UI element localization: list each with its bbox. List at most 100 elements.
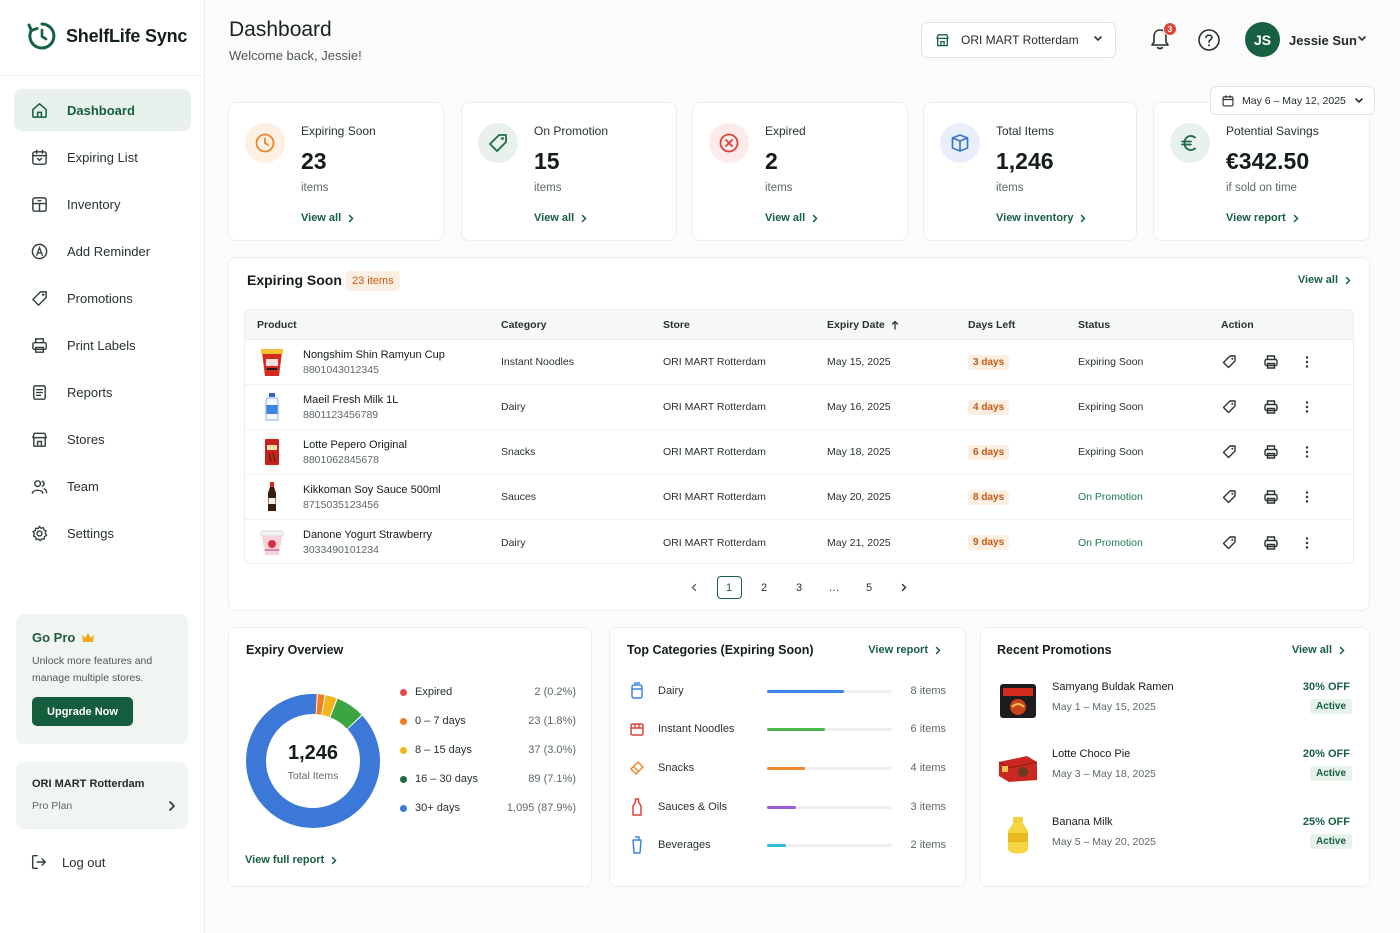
- printer-icon[interactable]: [1263, 444, 1279, 460]
- sidebar-item-team[interactable]: Team: [14, 465, 191, 507]
- page-button[interactable]: 5: [865, 581, 873, 594]
- table-row[interactable]: Kikkoman Soy Sauce 500ml 8715035123456 S…: [245, 475, 1353, 520]
- view-all-link[interactable]: View all: [301, 212, 354, 224]
- chevron-down-icon[interactable]: [1357, 35, 1367, 43]
- promotion-discount: 25% OFF: [1302, 816, 1350, 828]
- sidebar-item-promotions[interactable]: Promotions: [14, 277, 191, 319]
- tag-icon[interactable]: [1221, 535, 1237, 551]
- sidebar-item-dashboard[interactable]: Dashboard: [14, 89, 191, 131]
- view-all-link[interactable]: View all: [1292, 644, 1345, 656]
- more-vertical-icon[interactable]: [1305, 490, 1309, 504]
- user-name[interactable]: Jessie Sun: [1289, 33, 1357, 48]
- sidebar-item-inventory[interactable]: Inventory: [14, 183, 191, 225]
- category-row[interactable]: Instant Noodles 6 items: [626, 718, 946, 740]
- page-button[interactable]: 1: [716, 576, 742, 599]
- more-vertical-icon[interactable]: [1305, 355, 1309, 369]
- sidebar-item-label: Expiring List: [67, 149, 138, 165]
- stat-icon-wrap: [1170, 123, 1210, 163]
- view-all-link[interactable]: View all: [765, 212, 818, 224]
- column-header[interactable]: Product: [257, 318, 297, 331]
- column-header-expiry-date[interactable]: Expiry Date: [827, 319, 968, 331]
- status-badge: Active: [1309, 766, 1352, 781]
- view-all-link[interactable]: View all: [1298, 274, 1351, 286]
- product-name: Lotte Pepero Original: [303, 438, 407, 451]
- logout-button[interactable]: Log out: [30, 853, 105, 871]
- product-name: Maeil Fresh Milk 1L: [303, 393, 399, 406]
- promotion-name: Lotte Choco Pie: [1052, 748, 1131, 760]
- avatar[interactable]: JS: [1245, 22, 1280, 57]
- column-header[interactable]: Status: [1078, 318, 1111, 331]
- sidebar-item-label: Print Labels: [67, 337, 136, 353]
- stat-card-on-promotion: On Promotion 15 items View all: [461, 102, 677, 241]
- tag-icon[interactable]: [1221, 444, 1237, 460]
- legend-value: 2 (0.2%): [534, 686, 576, 698]
- sidebar-item-settings[interactable]: Settings: [14, 512, 191, 554]
- prev-page-button[interactable]: [682, 576, 707, 599]
- tag-icon[interactable]: [1221, 354, 1237, 370]
- table-row[interactable]: Maeil Fresh Milk 1L 8801123456789 Dairy …: [245, 385, 1353, 430]
- tag-icon[interactable]: [1221, 489, 1237, 505]
- view-report-link[interactable]: View report: [868, 644, 941, 656]
- action-cell: [1221, 354, 1351, 370]
- view-report-link[interactable]: View report: [1226, 212, 1299, 224]
- page-button[interactable]: 3: [795, 581, 803, 594]
- stat-value: 2: [765, 148, 778, 174]
- more-vertical-icon[interactable]: [1305, 536, 1309, 550]
- sidebar-item-label: Reports: [67, 384, 113, 400]
- go-pro-description: Unlock more features and manage multiple…: [32, 655, 153, 684]
- upgrade-now-button[interactable]: Upgrade Now: [32, 697, 133, 726]
- go-pro-title-text: Go Pro: [32, 630, 76, 645]
- category-row[interactable]: Beverages 2 items: [626, 834, 946, 856]
- sidebar-item-stores[interactable]: Stores: [14, 418, 191, 460]
- help-icon[interactable]: [1197, 28, 1221, 52]
- promotion-item[interactable]: Banana Milk May 5 – May 20, 2025 25% OFF…: [997, 814, 1352, 862]
- more-vertical-icon[interactable]: [1305, 400, 1309, 414]
- view-full-report-link[interactable]: View full report: [245, 854, 337, 866]
- app-logo[interactable]: ShelfLife Sync: [26, 20, 187, 52]
- printer-icon[interactable]: [1263, 399, 1279, 415]
- column-header[interactable]: Category: [501, 318, 547, 331]
- action-cell: [1221, 399, 1351, 415]
- page-button[interactable]: 2: [760, 581, 768, 594]
- store-selector[interactable]: ORI MART Rotterdam: [921, 22, 1116, 58]
- table-row[interactable]: Lotte Pepero Original 8801062845678 Snac…: [245, 430, 1353, 475]
- days-left-cell: 8 days: [968, 489, 1078, 505]
- sidebar-item-expiring-list[interactable]: Expiring List: [14, 136, 191, 178]
- promotion-discount: 20% OFF: [1302, 748, 1350, 760]
- days-left-cell: 6 days: [968, 444, 1078, 460]
- top-categories-panel: Top Categories (Expiring Soon) View repo…: [609, 627, 966, 887]
- tag-icon[interactable]: [1221, 399, 1237, 415]
- view-all-link[interactable]: View all: [534, 212, 587, 224]
- column-header[interactable]: Store: [663, 318, 690, 331]
- column-header[interactable]: Days Left: [968, 318, 1016, 331]
- current-store-card[interactable]: ORI MART Rotterdam Pro Plan: [16, 762, 188, 829]
- printer-icon[interactable]: [1263, 354, 1279, 370]
- product-image-sauce-bottle: [257, 480, 287, 514]
- product-cell: Lotte Pepero Original 8801062845678: [245, 435, 501, 469]
- date-range-picker[interactable]: May 6 – May 12, 2025: [1210, 86, 1375, 115]
- printer-icon[interactable]: [1263, 535, 1279, 551]
- category-row[interactable]: Snacks 4 items: [626, 757, 946, 779]
- store-icon: [936, 34, 949, 47]
- category-cell: Dairy: [501, 401, 526, 413]
- days-left-badge: 6 days: [968, 444, 1010, 460]
- category-row[interactable]: Sauces & Oils 3 items: [626, 796, 946, 818]
- donut-total: 1,246: [287, 742, 339, 764]
- printer-icon[interactable]: [1263, 489, 1279, 505]
- next-page-button[interactable]: [892, 576, 917, 599]
- view-inventory-link[interactable]: View inventory: [996, 212, 1086, 224]
- chevron-right-icon: [1081, 214, 1086, 222]
- sidebar-item-print-labels[interactable]: Print Labels: [14, 324, 191, 366]
- expiry-date-cell: May 18, 2025: [827, 446, 891, 458]
- table-row[interactable]: Nongshim Shin Ramyun Cup 8801043012345 I…: [245, 340, 1353, 385]
- more-vertical-icon[interactable]: [1305, 445, 1309, 459]
- sidebar-item-add-reminder[interactable]: Add Reminder: [14, 230, 191, 272]
- sidebar-item-reports[interactable]: Reports: [14, 371, 191, 413]
- team-icon: [31, 479, 48, 494]
- tag-icon: [32, 290, 47, 306]
- table-row[interactable]: Danone Yogurt Strawberry 3033490101234 D…: [245, 520, 1353, 563]
- promotion-item[interactable]: Samyang Buldak Ramen May 1 – May 15, 202…: [997, 679, 1352, 727]
- category-row[interactable]: Dairy 8 items: [626, 680, 946, 702]
- promotion-item[interactable]: Lotte Choco Pie May 3 – May 18, 2025 20%…: [997, 746, 1352, 794]
- chevron-right-icon: [901, 583, 907, 592]
